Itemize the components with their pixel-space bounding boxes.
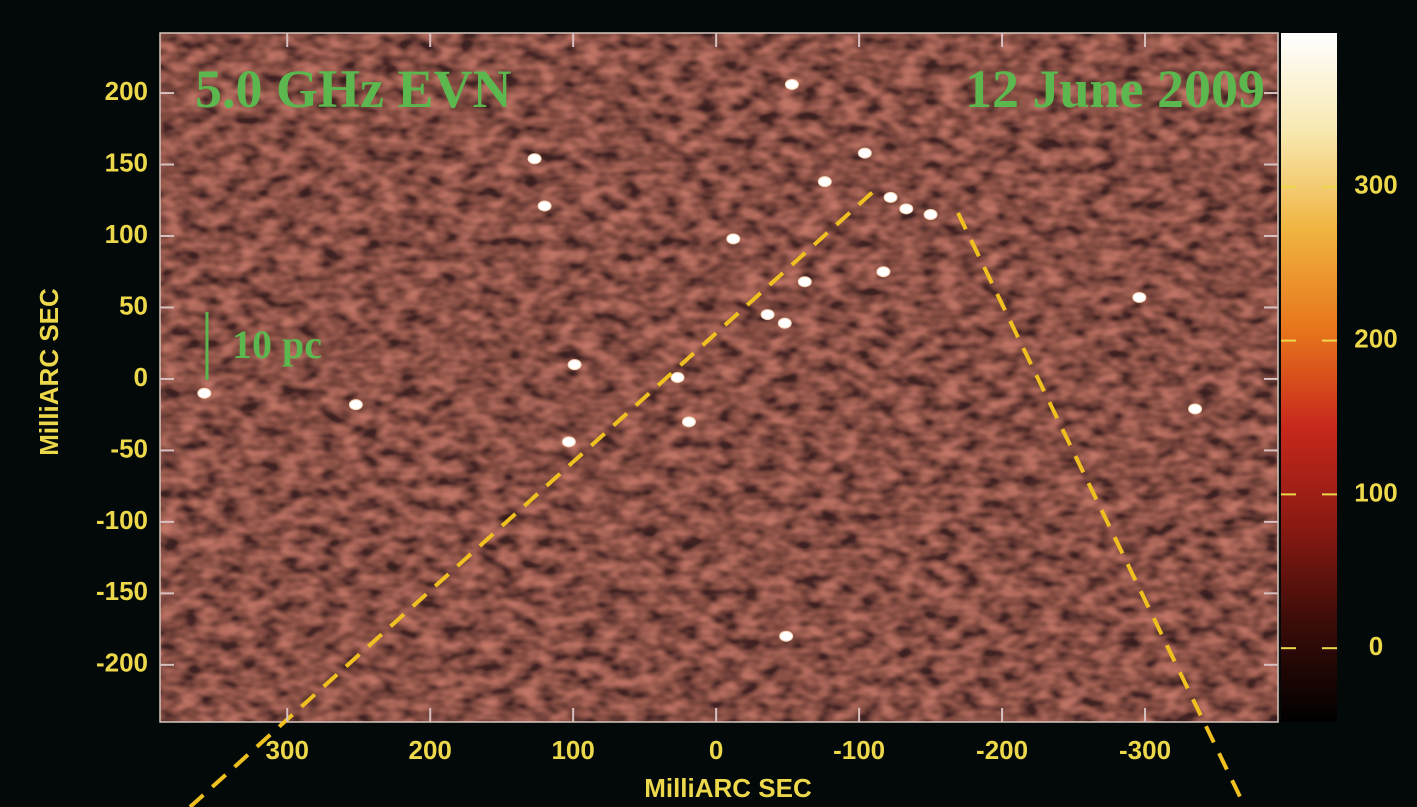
y-tick-label: -100 [96,505,148,535]
source [348,399,363,411]
source [923,209,938,221]
source [779,630,794,642]
y-tick-label: 100 [105,219,148,249]
source [883,191,898,203]
source [899,203,914,215]
source [784,78,799,90]
y-tick-label: -200 [96,648,148,678]
source [797,276,812,288]
image-noise [160,33,1278,722]
source [681,416,696,428]
dashed-outline [188,188,877,807]
source [876,266,891,278]
y-tick-label: 200 [105,76,148,106]
source [760,309,775,321]
colorbar-tick-label: 0 [1369,631,1383,661]
source [567,359,582,371]
source [561,436,576,448]
y-tick-label: 150 [105,147,148,177]
source [537,200,552,212]
y-tick-label: -150 [96,576,148,606]
x-axis-label: MilliARC SEC [644,773,812,803]
x-tick-label: 200 [409,735,452,765]
source [1132,291,1147,303]
plot-frame [159,32,1279,723]
source [777,317,792,329]
x-tick-label: -200 [976,735,1028,765]
source [726,233,741,245]
x-tick-label: -300 [1119,735,1171,765]
chart-title: 5.0 GHz EVN [195,59,512,119]
source [197,387,212,399]
source [857,147,872,159]
source [1188,403,1203,415]
colorbar-tick-label: 200 [1354,323,1397,353]
y-axis-label: MilliARC SEC [34,288,64,456]
x-tick-label: 0 [709,735,723,765]
y-tick-label: 0 [134,362,148,392]
source [527,153,542,165]
scale-label: 10 pc [232,322,322,367]
x-tick-label: 100 [551,735,594,765]
colorbar-tick-label: 300 [1354,170,1397,200]
colorbar-tick-label: 100 [1354,477,1397,507]
dashed-outline [956,212,1247,807]
date-label: 12 June 2009 [965,59,1265,119]
y-tick-label: 50 [119,290,148,320]
x-tick-label: -100 [833,735,885,765]
y-tick-label: -50 [110,433,148,463]
colorbar [1281,33,1337,722]
source [670,372,685,383]
source [817,176,832,188]
x-tick-label: 300 [266,735,309,765]
